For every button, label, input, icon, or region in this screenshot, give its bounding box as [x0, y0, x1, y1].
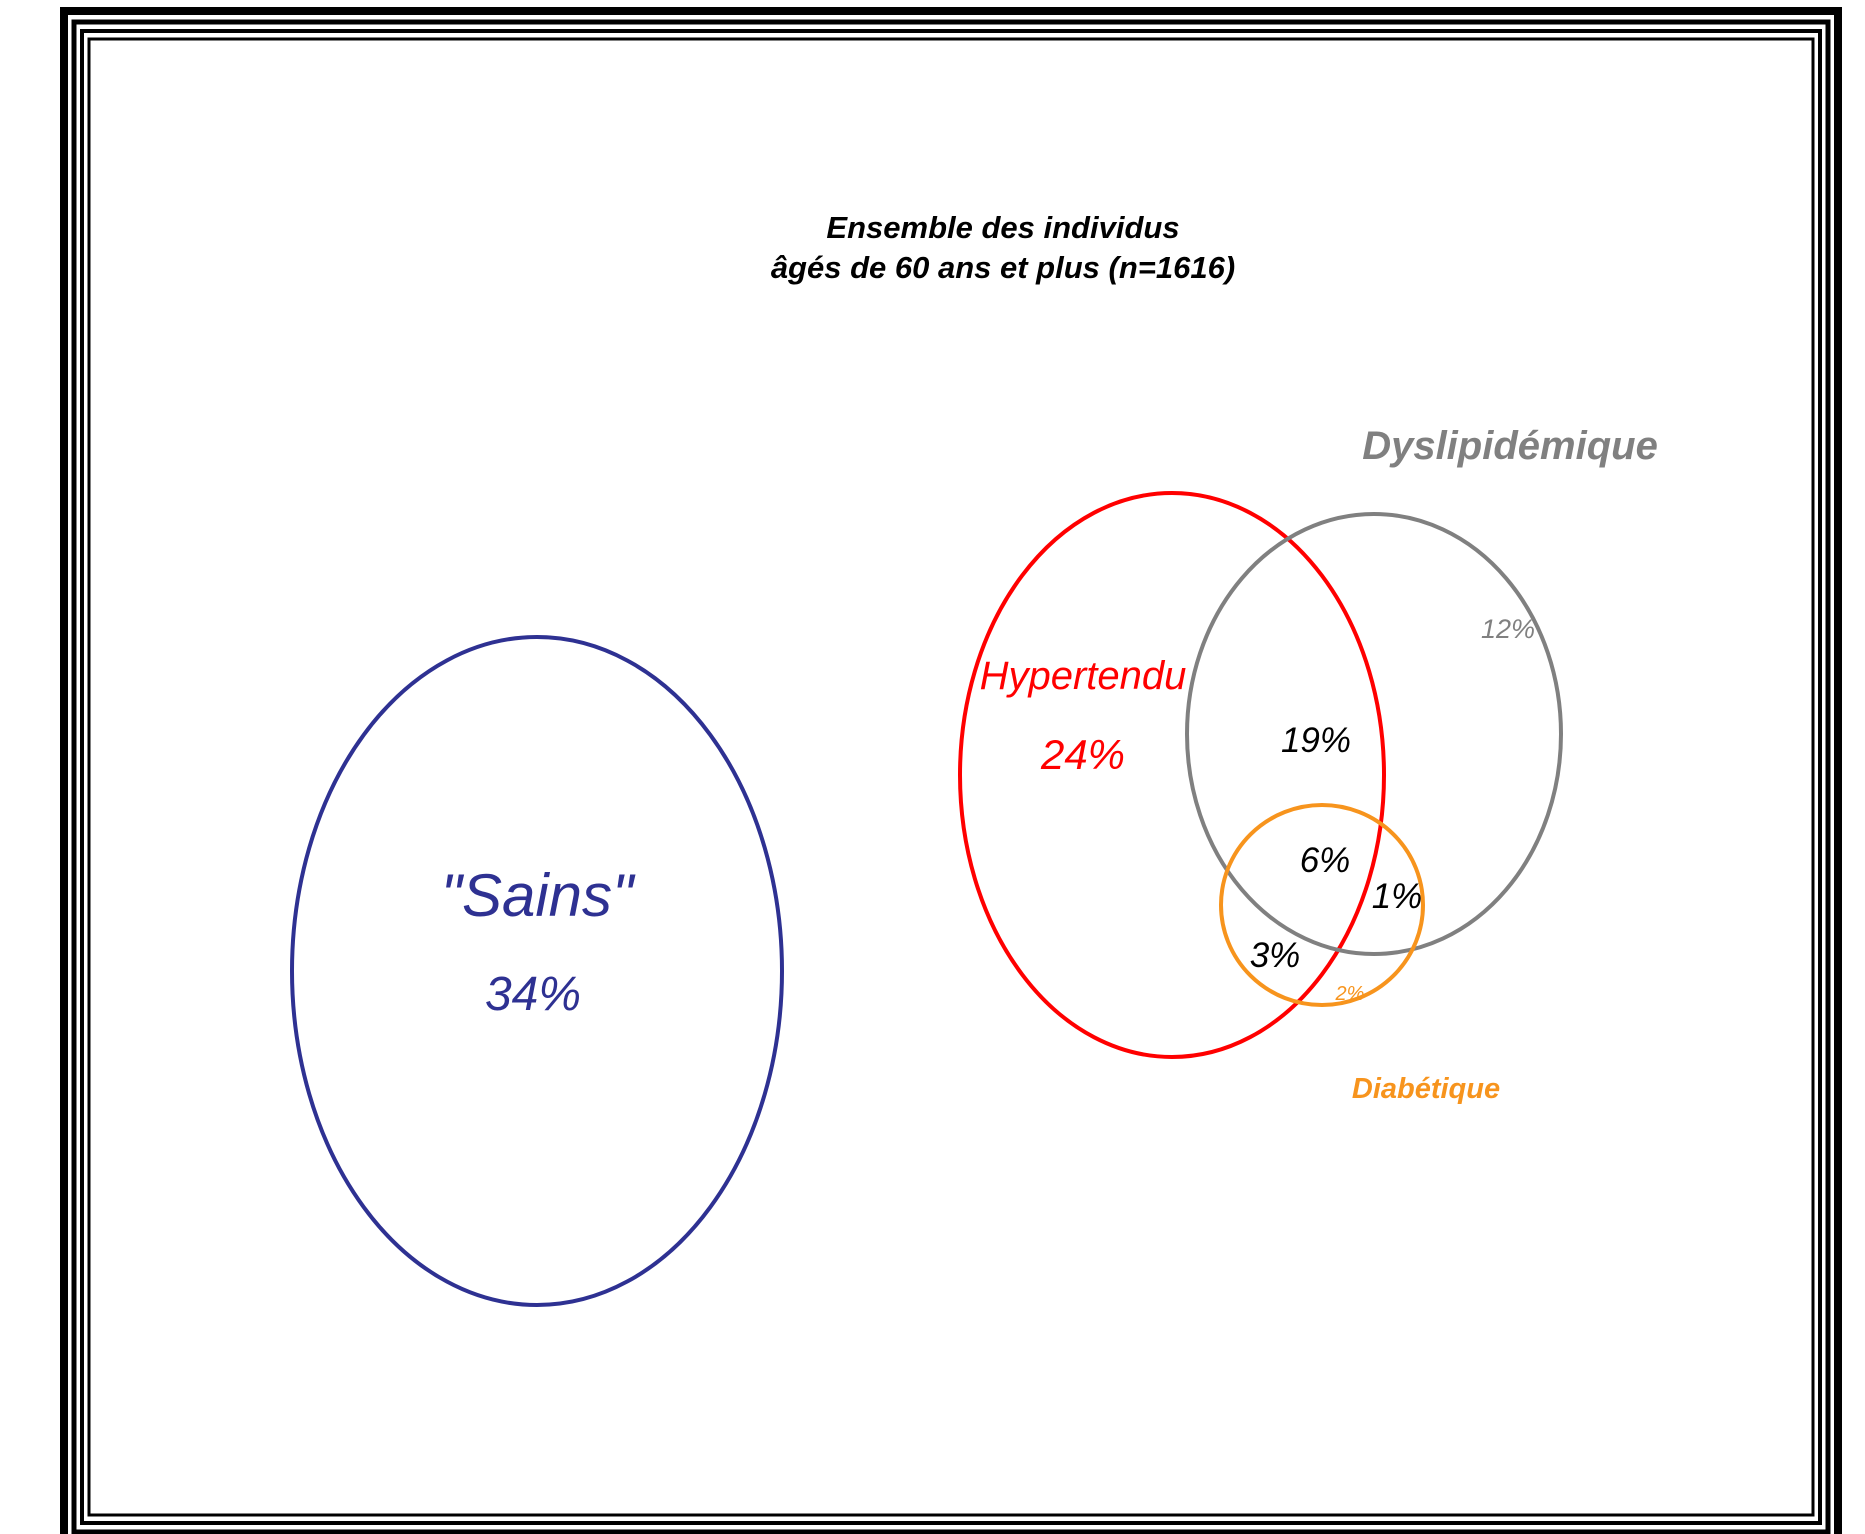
- sains-label: "Sains": [441, 862, 636, 929]
- dyslipidemique-label: Dyslipidémique: [1362, 424, 1658, 468]
- intersection-hyper-diab-value: 3%: [1250, 936, 1301, 975]
- hypertendu-value: 24%: [1040, 731, 1125, 778]
- dyslipidemique-value: 12%: [1481, 614, 1535, 644]
- dyslipidemique-ellipse: [1185, 512, 1563, 956]
- intersection-hyper-dysli-value: 19%: [1281, 721, 1351, 760]
- page-border: [60, 7, 1842, 1534]
- hypertendu-label: Hypertendu: [980, 654, 1187, 698]
- diagram-title-line1: Ensemble des individus: [826, 210, 1179, 245]
- hypertendu-ellipse: [958, 491, 1386, 1059]
- diabetique-value: 2%: [1335, 983, 1365, 1005]
- sains-value: 34%: [485, 968, 581, 1021]
- diagram-title-line2: âgés de 60 ans et plus (n=1616): [771, 250, 1235, 285]
- diabetique-ellipse: [1219, 803, 1425, 1007]
- intersection-all-three-value: 6%: [1300, 841, 1351, 880]
- diabetique-label: Diabétique: [1352, 1073, 1500, 1105]
- sains-ellipse: [290, 635, 784, 1307]
- intersection-dysli-diab-value: 1%: [1372, 877, 1423, 916]
